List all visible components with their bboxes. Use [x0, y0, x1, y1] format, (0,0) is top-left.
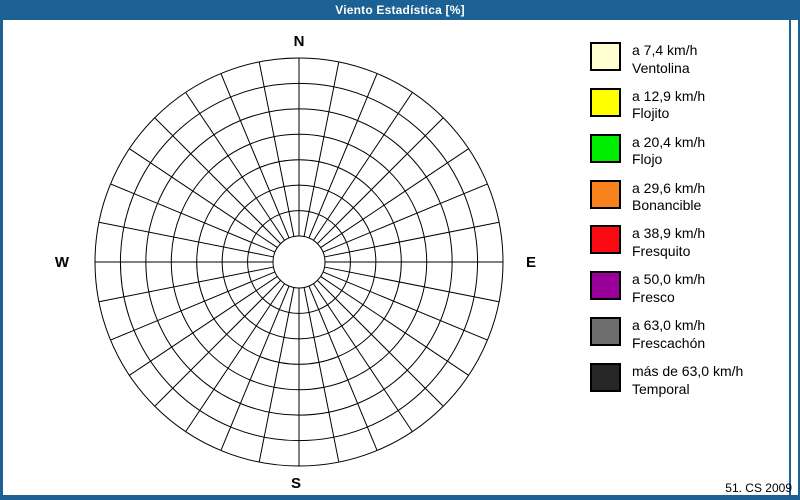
- legend-swatch-fresquito: [590, 225, 621, 255]
- legend-item-flojo: a 20,4 km/h Flojo: [590, 133, 786, 179]
- legend-speed: a 7,4 km/h: [632, 42, 698, 58]
- legend-item-fresquito: a 38,9 km/h Fresquito: [590, 224, 786, 270]
- legend-name: Flojito: [632, 105, 670, 122]
- compass-label-south: S: [290, 475, 301, 492]
- credit-text: 51. CS 2009: [725, 481, 792, 495]
- legend-name: Fresco: [632, 288, 675, 305]
- legend-speed: a 38,9 km/h: [632, 225, 706, 242]
- window-frame-bottom: [0, 495, 800, 500]
- legend-name: Fresquito: [632, 242, 691, 259]
- legend-speed: más de 63,0 km/h: [632, 363, 744, 380]
- legend-speed: a 50,0 km/h: [632, 271, 706, 288]
- legend-item-temporal: más de 63,0 km/h Temporal: [590, 362, 786, 408]
- window-titlebar: Viento Estadística [%]: [0, 0, 800, 20]
- legend-speed: a 63,0 km/h: [632, 317, 706, 334]
- legend-speed: a 20,4 km/h: [632, 133, 706, 150]
- legend-swatch-frescachon: [590, 317, 621, 347]
- legend-name: Ventolina: [632, 59, 690, 76]
- legend-speed: a 12,9 km/h: [632, 87, 706, 104]
- compass-label-west: W: [54, 254, 70, 271]
- legend-item-ventolina: a 7,4 km/h Ventolina: [590, 41, 786, 87]
- legend-speed: a 29,6 km/h: [632, 179, 706, 196]
- windrose-grid: [94, 57, 504, 467]
- compass-label-east: E: [525, 254, 536, 271]
- legend-swatch-flojo: [590, 133, 621, 163]
- legend-item-fresco: a 50,0 km/h Fresco: [590, 270, 786, 316]
- legend-item-bonancible: a 29,6 km/h Bonancible: [590, 179, 786, 225]
- legend-swatch-temporal: [590, 363, 621, 393]
- legend-swatch-bonancible: [590, 179, 621, 209]
- legend-name: Frescachón: [632, 334, 706, 351]
- compass-label-north: N: [293, 33, 305, 50]
- legend-swatch-flojito: [590, 87, 621, 117]
- window-frame-left: [0, 20, 3, 500]
- wind-speed-legend: a 7,4 km/h Ventolina a 12,9 km/h Flojito…: [590, 41, 786, 408]
- legend-swatch-ventolina: [590, 42, 621, 71]
- window-title: Viento Estadística [%]: [335, 3, 465, 17]
- legend-name: Bonancible: [632, 197, 702, 214]
- legend-name: Flojo: [632, 151, 663, 168]
- legend-swatch-fresco: [590, 271, 621, 301]
- legend-name: Temporal: [632, 380, 690, 397]
- panel-divider-line: [789, 20, 791, 495]
- legend-item-flojito: a 12,9 km/h Flojito: [590, 87, 786, 133]
- legend-item-frescachon: a 63,0 km/h Frescachón: [590, 316, 786, 362]
- window-frame-right: [798, 20, 800, 500]
